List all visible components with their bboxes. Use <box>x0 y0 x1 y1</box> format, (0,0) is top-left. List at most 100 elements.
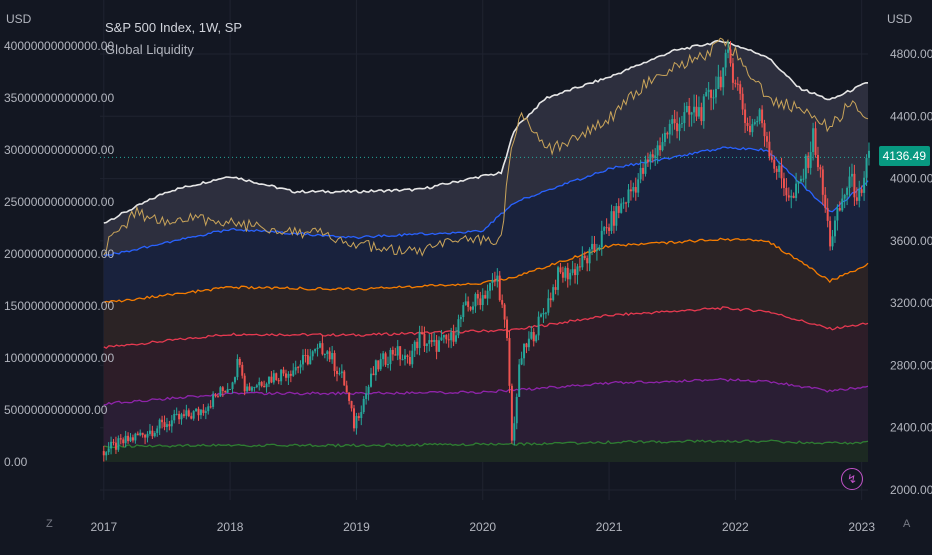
candle-body <box>506 319 509 339</box>
candle-body <box>515 396 518 424</box>
candle-body <box>250 387 253 391</box>
candle-body <box>671 119 674 124</box>
candle-body <box>379 359 382 370</box>
candle-body <box>428 340 431 344</box>
candle-body <box>421 332 424 334</box>
candle-body <box>744 109 747 123</box>
candle-body <box>114 442 117 450</box>
candle-body <box>552 287 555 301</box>
candle-body <box>816 154 819 168</box>
candle-body <box>411 350 414 365</box>
candle-body <box>404 355 407 360</box>
candle-body <box>275 373 278 381</box>
left-price-axis[interactable]: 0.00 5000000000000.00 10000000000000.00 150… <box>4 39 114 469</box>
candle-body <box>124 435 127 444</box>
candle-body <box>763 123 766 137</box>
candle-body <box>156 428 159 433</box>
candle-body <box>119 438 122 440</box>
candle-body <box>311 351 314 357</box>
candle-body <box>785 187 788 196</box>
candle-body <box>204 411 207 413</box>
candle-body <box>583 255 586 259</box>
candle-body <box>282 369 285 374</box>
candle-body <box>734 82 737 84</box>
candle-body <box>586 258 589 264</box>
right-axis-tick-label: 4400.00 <box>890 109 932 123</box>
candle-body <box>365 393 368 399</box>
candle-body <box>778 165 781 172</box>
liquidity-band-line <box>103 377 869 406</box>
global-liquidity-line <box>103 37 869 257</box>
candle-body <box>629 189 632 192</box>
candle-body <box>231 382 234 389</box>
time-axis-tick-label: 2023 <box>848 520 875 534</box>
candle-body <box>459 317 462 320</box>
candle-body <box>173 413 176 421</box>
global-liquidity-series <box>103 37 869 257</box>
candle-body <box>450 332 453 341</box>
candle-body <box>603 227 606 231</box>
candle-body <box>457 319 460 336</box>
candle-body <box>270 376 273 383</box>
candle-body <box>758 109 761 121</box>
candle-body <box>394 354 397 356</box>
candle-body <box>780 165 783 179</box>
candle-body <box>712 97 715 99</box>
candle-body <box>797 181 800 184</box>
candle-body <box>139 432 142 436</box>
candle-body <box>229 388 232 390</box>
candle-body <box>175 413 178 415</box>
indicator-title[interactable]: Global Liquidity <box>105 42 194 57</box>
candle-body <box>267 376 270 384</box>
candle-body <box>564 267 567 278</box>
candle-body <box>615 206 618 226</box>
liquidity-band-line <box>103 306 869 349</box>
candle-body <box>804 155 807 179</box>
candle-body <box>146 433 149 438</box>
candle-body <box>838 208 841 211</box>
symbol-title[interactable]: S&P 500 Index, 1W, SP <box>105 20 243 35</box>
candle-body <box>367 386 370 394</box>
candle-body <box>525 343 528 348</box>
liquidity-band-line <box>103 146 869 256</box>
candle-body <box>680 123 683 125</box>
left-axis-tick-label: 0.00 <box>4 455 28 469</box>
candle-body <box>802 178 805 180</box>
lightning-icon[interactable]: ↯ <box>841 468 863 490</box>
candle-body <box>170 420 173 427</box>
candle-body <box>406 355 409 358</box>
candle-body <box>382 353 385 360</box>
candle-body <box>328 351 331 360</box>
candle-body <box>654 155 657 159</box>
candle-body <box>253 387 256 389</box>
auto-scale-toggle-right[interactable]: A <box>903 518 911 530</box>
candle-body <box>663 132 666 143</box>
candle-body <box>673 119 676 124</box>
candle-body <box>578 266 581 268</box>
candle-body <box>391 349 394 355</box>
left-axis-tick-label: 15000000000000.00 <box>4 299 114 313</box>
liquidity-bands <box>103 39 869 462</box>
time-axis[interactable]: 2017 2018 2019 2020 2021 2022 2023 <box>90 520 875 534</box>
candle-body <box>498 275 501 301</box>
candle-body <box>260 382 263 386</box>
candle-body <box>158 419 161 429</box>
candle-body <box>348 392 351 401</box>
candle-body <box>600 230 603 248</box>
candle-body <box>741 93 744 110</box>
candle-body <box>508 338 511 386</box>
candle-body <box>292 370 295 376</box>
candle-body <box>369 373 372 387</box>
right-price-axis[interactable]: 2000.00 2400.00 2800.00 3200.00 3600.00 4000.… <box>890 47 932 497</box>
candle-body <box>598 247 601 250</box>
candle-body <box>821 169 824 195</box>
auto-scale-toggle-left[interactable]: Z <box>46 518 53 530</box>
candle-body <box>727 49 730 53</box>
candle-body <box>846 188 849 195</box>
candle-body <box>644 159 647 174</box>
candle-body <box>513 423 516 441</box>
candle-body <box>333 353 336 371</box>
candle-body <box>554 287 557 290</box>
